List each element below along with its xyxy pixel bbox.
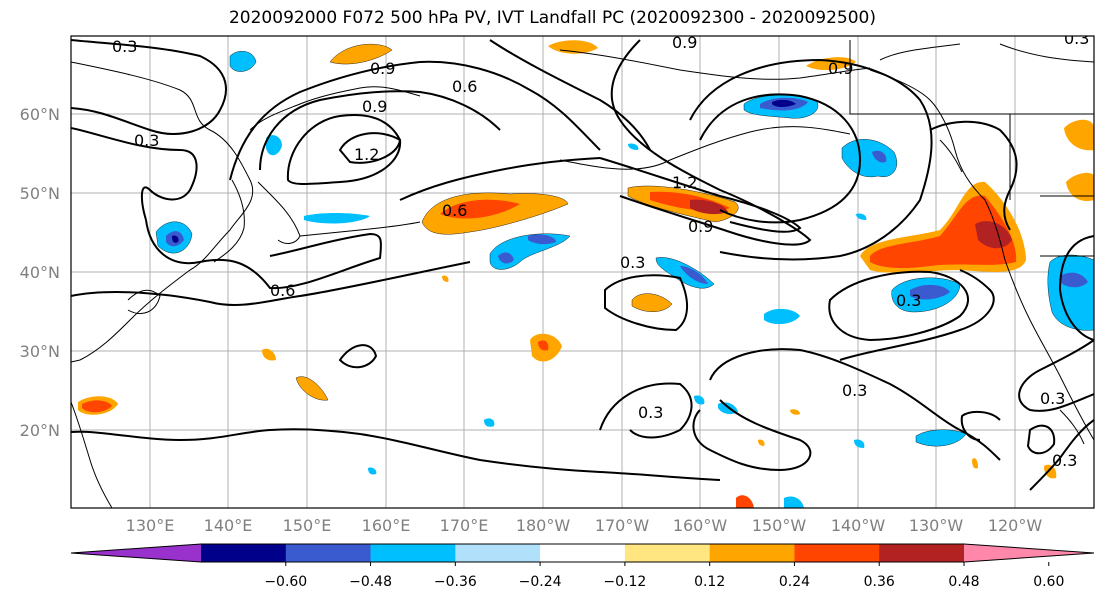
colorbar-segment [540,544,626,562]
shading-positive [78,40,1094,508]
contour-label: 0.3 [620,253,645,272]
contour-label: 0.9 [688,217,713,236]
contour-label: 0.6 [270,281,295,300]
colorbar-tick-label: −0.48 [349,574,392,590]
contour-label: 0.3 [896,291,921,310]
colorbar-over-triangle [964,544,1094,562]
colorbar-tick-label: −0.12 [603,574,646,590]
lon-label: 160°E [362,516,411,535]
colorbar-tick-label: −0.36 [434,574,477,590]
map-frame [70,35,1095,509]
contour-label: 0.9 [370,59,395,78]
lon-label: 130°W [909,516,964,535]
latitude-labels: 60°N 50°N 40°N 30°N 20°N [20,105,60,440]
contour-label: 0.6 [442,201,467,220]
colorbar-segment [709,544,795,562]
lat-label: 40°N [20,263,60,282]
contour-label: 0.3 [842,381,867,400]
colorbar-segment [455,544,541,562]
map-title: 2020092000 F072 500 hPa PV, IVT Landfall… [228,8,876,28]
colorbar-segment [285,544,372,562]
colorbar-tick-label: 0.24 [779,574,810,590]
colorbar: −0.60 −0.48 −0.36 −0.24 −0.12 0.12 0.24 0.36 0.4… [70,543,1095,590]
lon-label: 140°W [831,516,886,535]
lon-label: 130°E [126,516,175,535]
lat-label: 60°N [20,105,60,124]
lat-label: 50°N [20,184,60,203]
lat-label: 30°N [20,342,60,361]
colorbar-tick-label: 0.48 [948,574,979,590]
colorbar-under-triangle [71,544,201,562]
colorbar-tick-label: −0.60 [264,574,307,590]
colorbar-tick-label: 0.60 [1033,574,1064,590]
contour-label: 0.3 [638,403,663,422]
lon-label: 170°E [440,516,489,535]
lon-label: 140°E [204,516,253,535]
contour-label: 0.9 [362,97,387,116]
contour-label: 0.3 [1052,451,1077,470]
contour-label: 0.3 [1064,29,1089,48]
lat-label: 20°N [20,421,60,440]
coastlines [71,40,1094,508]
pv-contours [71,39,1094,491]
lon-label: 150°W [752,516,807,535]
lon-label: 120°W [988,516,1043,535]
colorbar-segment [624,544,711,562]
longitude-labels: 130°E 140°E 150°E 160°E 170°E 180°W 170°… [126,516,1043,535]
map-content: 0.3 0.9 0.6 0.9 1.2 0.3 0.6 0.6 0.9 0.3 … [71,29,1094,508]
colorbar-tick-label: −0.24 [519,574,562,590]
contour-label: 0.3 [134,131,159,150]
contour-label: 1.2 [672,173,697,192]
contour-label-group: 0.3 0.9 0.6 0.9 1.2 0.3 0.6 0.6 0.9 0.3 … [112,29,1089,470]
contour-label: 0.6 [452,77,477,96]
colorbar-tick-label: 0.36 [864,574,895,590]
colorbar-tick-label: 0.12 [694,574,725,590]
contour-label: 0.9 [828,59,853,78]
contour-label: 1.2 [354,145,379,164]
contour-label: 0.3 [112,37,137,56]
shading-negative [155,51,1094,508]
lon-label: 180°W [516,516,571,535]
contour-label: 0.9 [672,33,697,52]
colorbar-outline [70,543,1095,563]
colorbar-segment [794,544,880,562]
lon-label: 150°E [283,516,332,535]
lon-label: 160°W [673,516,728,535]
colorbar-segment [879,544,965,562]
colorbar-segment [370,544,456,562]
lon-label: 170°W [595,516,650,535]
contour-label: 0.3 [1040,389,1065,408]
colorbar-segment [201,544,287,562]
